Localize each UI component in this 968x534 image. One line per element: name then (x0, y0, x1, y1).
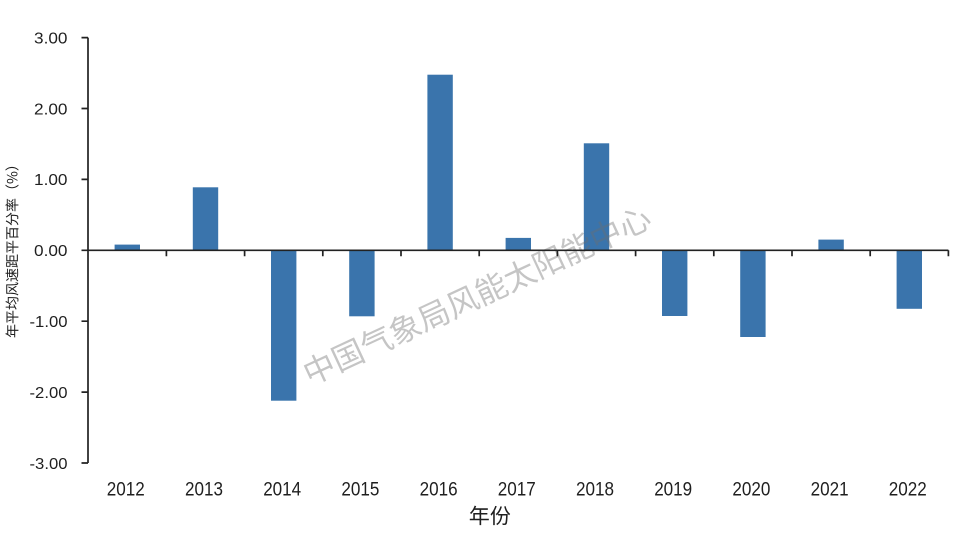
svg-text:0.00: 0.00 (34, 243, 68, 260)
svg-text:2022: 2022 (889, 479, 927, 501)
svg-text:2012: 2012 (107, 479, 145, 501)
svg-text:2017: 2017 (498, 479, 536, 501)
svg-text:2016: 2016 (420, 479, 458, 501)
svg-text:-1.00: -1.00 (30, 314, 68, 331)
svg-text:3.00: 3.00 (34, 30, 68, 47)
svg-text:2021: 2021 (811, 479, 849, 501)
svg-text:-2.00: -2.00 (30, 385, 68, 402)
svg-text:2018: 2018 (576, 479, 614, 501)
svg-text:1.00: 1.00 (34, 172, 68, 189)
svg-text:2014: 2014 (263, 479, 301, 501)
svg-text:2015: 2015 (341, 479, 379, 501)
svg-text:2013: 2013 (185, 479, 223, 501)
svg-text:2019: 2019 (654, 479, 692, 501)
svg-text:-3.00: -3.00 (30, 456, 68, 473)
svg-text:2.00: 2.00 (34, 101, 68, 118)
svg-text:2020: 2020 (732, 479, 770, 501)
